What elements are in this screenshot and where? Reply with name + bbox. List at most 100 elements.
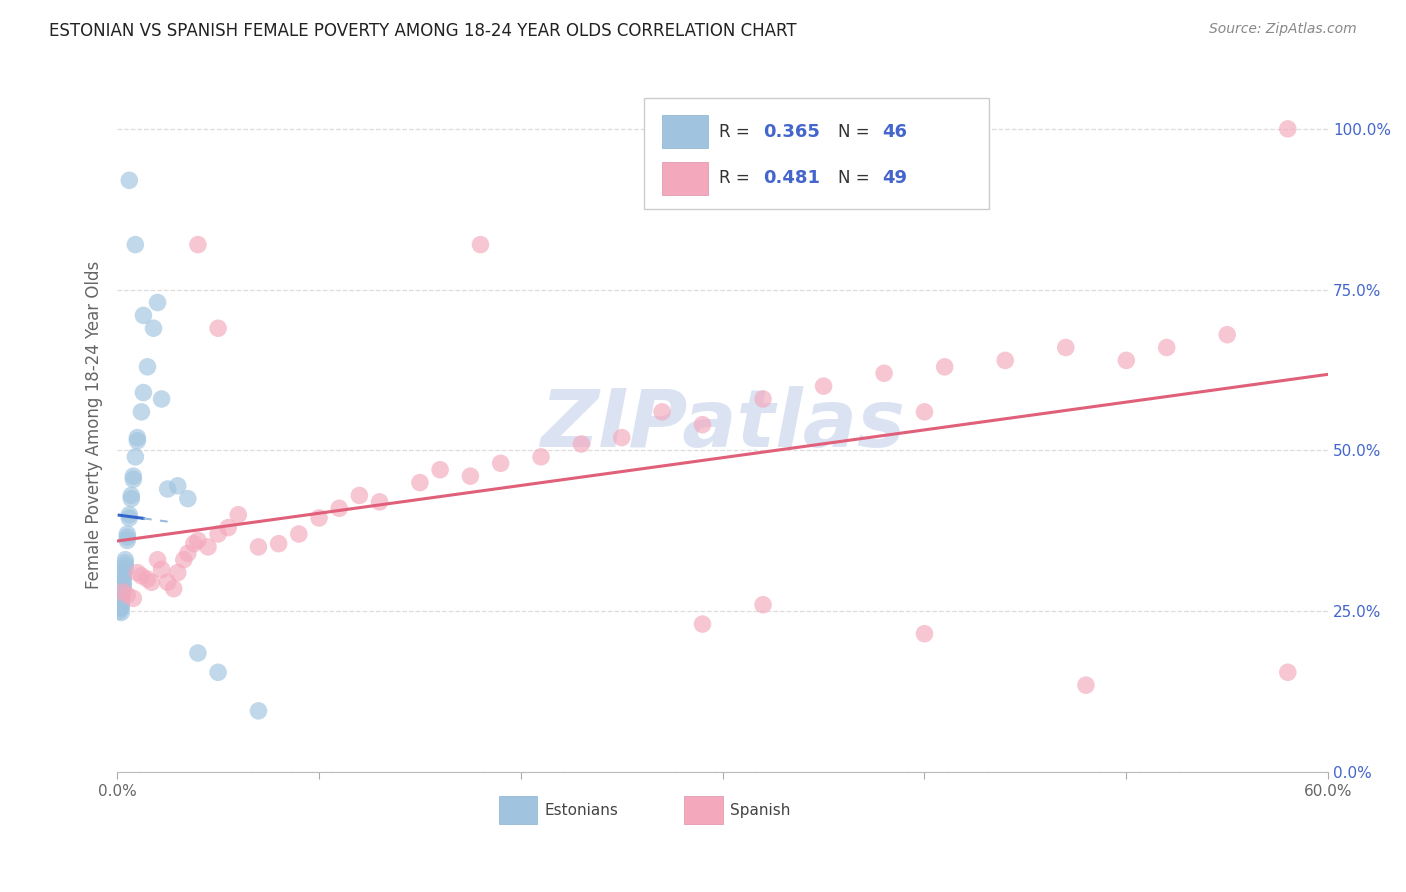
Point bbox=[112, 582, 135, 596]
Point bbox=[112, 578, 135, 592]
Point bbox=[120, 491, 142, 506]
Point bbox=[108, 604, 131, 618]
Point bbox=[146, 295, 169, 310]
Point bbox=[112, 566, 135, 580]
Point bbox=[651, 405, 673, 419]
Point bbox=[112, 575, 135, 590]
Point bbox=[873, 366, 896, 380]
Point bbox=[187, 646, 209, 660]
Point bbox=[120, 488, 142, 502]
Point bbox=[110, 606, 132, 620]
Point bbox=[108, 594, 131, 608]
Point bbox=[118, 173, 141, 187]
Point bbox=[122, 591, 145, 606]
Text: 46: 46 bbox=[883, 122, 907, 141]
Point bbox=[183, 536, 205, 550]
Point bbox=[117, 588, 139, 602]
Bar bbox=[662, 115, 709, 148]
Point bbox=[752, 392, 775, 406]
Point bbox=[177, 491, 200, 506]
Point bbox=[136, 359, 159, 374]
Point bbox=[187, 533, 209, 548]
Point bbox=[117, 533, 139, 548]
Point bbox=[112, 569, 135, 583]
Point bbox=[1054, 341, 1077, 355]
Point bbox=[127, 434, 149, 448]
Point bbox=[207, 321, 229, 335]
Point bbox=[1216, 327, 1239, 342]
Point bbox=[187, 237, 209, 252]
Point bbox=[1156, 341, 1178, 355]
Point bbox=[150, 392, 173, 406]
Text: ESTONIAN VS SPANISH FEMALE POVERTY AMONG 18-24 YEAR OLDS CORRELATION CHART: ESTONIAN VS SPANISH FEMALE POVERTY AMONG… bbox=[49, 22, 797, 40]
Text: N =: N = bbox=[838, 122, 875, 141]
Point bbox=[108, 598, 131, 612]
Point bbox=[1074, 678, 1097, 692]
Point bbox=[118, 508, 141, 522]
Point bbox=[110, 592, 132, 607]
Point bbox=[177, 546, 200, 560]
Y-axis label: Female Poverty Among 18-24 Year Olds: Female Poverty Among 18-24 Year Olds bbox=[86, 260, 103, 589]
Point bbox=[146, 553, 169, 567]
Text: R =: R = bbox=[718, 122, 755, 141]
Point bbox=[117, 530, 139, 544]
Point bbox=[1115, 353, 1137, 368]
Point bbox=[110, 599, 132, 613]
Point bbox=[267, 536, 290, 550]
Text: 0.365: 0.365 bbox=[762, 122, 820, 141]
Point bbox=[110, 597, 132, 611]
Text: Source: ZipAtlas.com: Source: ZipAtlas.com bbox=[1209, 22, 1357, 37]
Point bbox=[108, 601, 131, 615]
Point bbox=[207, 665, 229, 680]
Bar bbox=[683, 797, 723, 824]
Point bbox=[131, 569, 153, 583]
Point bbox=[112, 585, 135, 599]
Point bbox=[156, 575, 179, 590]
Point bbox=[108, 591, 131, 606]
Point bbox=[368, 495, 391, 509]
Point bbox=[1277, 665, 1299, 680]
Point bbox=[914, 626, 936, 640]
Text: ZIPatlas: ZIPatlas bbox=[540, 385, 905, 464]
Point bbox=[914, 405, 936, 419]
Point bbox=[470, 237, 492, 252]
Text: Estonians: Estonians bbox=[544, 803, 619, 818]
Point bbox=[166, 566, 188, 580]
Point bbox=[122, 472, 145, 486]
Point bbox=[131, 405, 153, 419]
Text: 49: 49 bbox=[883, 169, 907, 187]
Point bbox=[571, 437, 593, 451]
Point bbox=[110, 601, 132, 615]
Point bbox=[610, 431, 633, 445]
Point bbox=[308, 511, 330, 525]
Point bbox=[163, 582, 186, 596]
Point bbox=[166, 479, 188, 493]
Point bbox=[692, 617, 714, 632]
Point bbox=[934, 359, 956, 374]
Point bbox=[114, 553, 136, 567]
Point bbox=[122, 469, 145, 483]
Point bbox=[247, 540, 270, 554]
Point bbox=[114, 562, 136, 576]
Point bbox=[124, 450, 146, 464]
Point bbox=[692, 417, 714, 432]
Point bbox=[124, 237, 146, 252]
Point bbox=[118, 511, 141, 525]
Point bbox=[247, 704, 270, 718]
Text: 0.481: 0.481 bbox=[762, 169, 820, 187]
Point bbox=[141, 575, 163, 590]
Point bbox=[226, 508, 249, 522]
Point bbox=[156, 482, 179, 496]
Point bbox=[110, 591, 132, 606]
Bar bbox=[662, 161, 709, 195]
Point bbox=[328, 501, 350, 516]
Point bbox=[207, 527, 229, 541]
Bar bbox=[499, 797, 537, 824]
Point bbox=[150, 562, 173, 576]
Point bbox=[173, 553, 195, 567]
Point bbox=[114, 556, 136, 570]
Point bbox=[132, 309, 155, 323]
Point bbox=[349, 488, 371, 502]
Point bbox=[136, 572, 159, 586]
Point bbox=[530, 450, 553, 464]
